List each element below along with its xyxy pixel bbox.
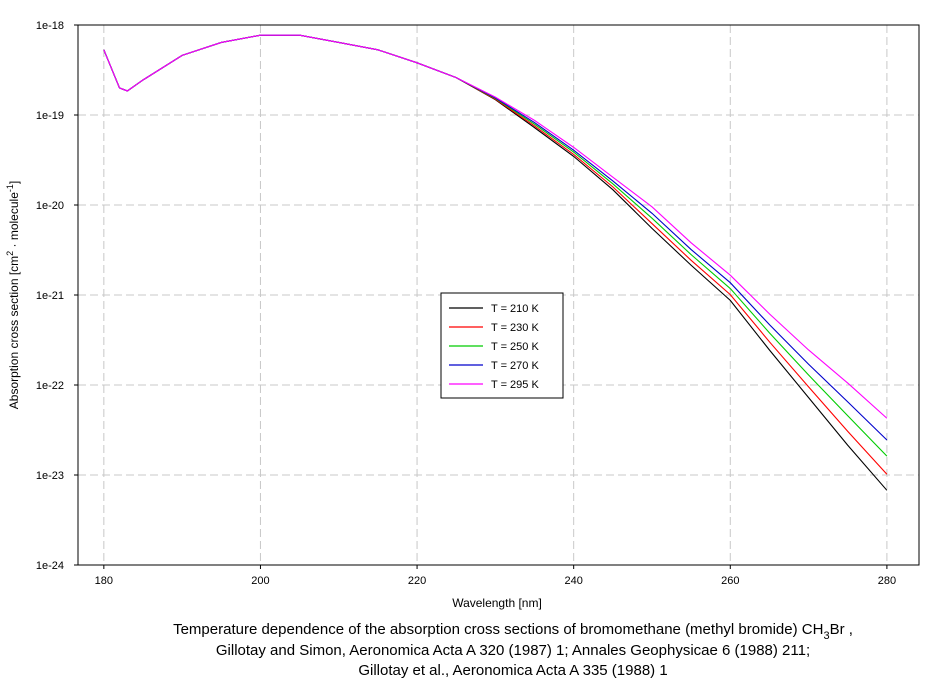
y-tick-label: 1e-22	[36, 380, 64, 392]
legend-label: T = 270 K	[491, 360, 539, 372]
x-tick-label: 280	[878, 575, 896, 587]
caption-part: Gillotay et al., Aeronomica Acta A 335 (…	[358, 662, 667, 679]
legend-label: T = 250 K	[491, 341, 539, 353]
y-axis-label-part: Absorption cross section [cm	[7, 256, 21, 409]
labels: 180 200 220 240 260 280 1e-24 1e-23 1e-22 1e-21 1e…	[5, 20, 896, 679]
x-tick-label: 200	[251, 575, 269, 587]
y-tick-label: 1e-19	[36, 110, 64, 122]
y-tick-label: 1e-20	[36, 200, 64, 212]
y-tick-label: 1e-24	[36, 560, 64, 572]
x-tick-label: 220	[408, 575, 426, 587]
x-axis-label: Wavelength [nm]	[452, 596, 542, 610]
legend-label: T = 230 K	[491, 322, 539, 334]
caption-part: Gillotay and Simon, Aeronomica Acta A 32…	[216, 642, 810, 659]
plot-frame	[77, 24, 920, 566]
x-tick-label: 240	[564, 575, 582, 587]
caption-line: Gillotay and Simon, Aeronomica Acta A 32…	[216, 642, 810, 659]
caption-line: Gillotay et al., Aeronomica Acta A 335 (…	[358, 662, 667, 679]
y-axis-label-part: 2	[5, 251, 15, 256]
y-tick-label: 1e-23	[36, 470, 64, 482]
legend-label: T = 210 K	[491, 303, 539, 315]
y-axis-label-part: ]	[7, 181, 21, 184]
y-axis-label: Absorption cross section [cm2 · molecule…	[5, 181, 21, 409]
x-tick-label: 260	[721, 575, 739, 587]
caption-part: Temperature dependence of the absorption…	[173, 621, 823, 638]
y-tick-label: 1e-18	[36, 20, 64, 32]
y-axis-label-part: -1	[5, 184, 15, 192]
legend-label: T = 295 K	[491, 379, 539, 391]
caption-part: Br ,	[830, 621, 853, 638]
x-tick-label: 180	[95, 575, 113, 587]
y-axis-label-part: · molecule	[7, 192, 21, 251]
y-tick-label: 1e-21	[36, 290, 64, 302]
caption-part: 3	[823, 630, 829, 642]
series-line	[103, 34, 888, 419]
caption-line: Temperature dependence of the absorption…	[173, 621, 853, 642]
lines	[103, 34, 888, 491]
